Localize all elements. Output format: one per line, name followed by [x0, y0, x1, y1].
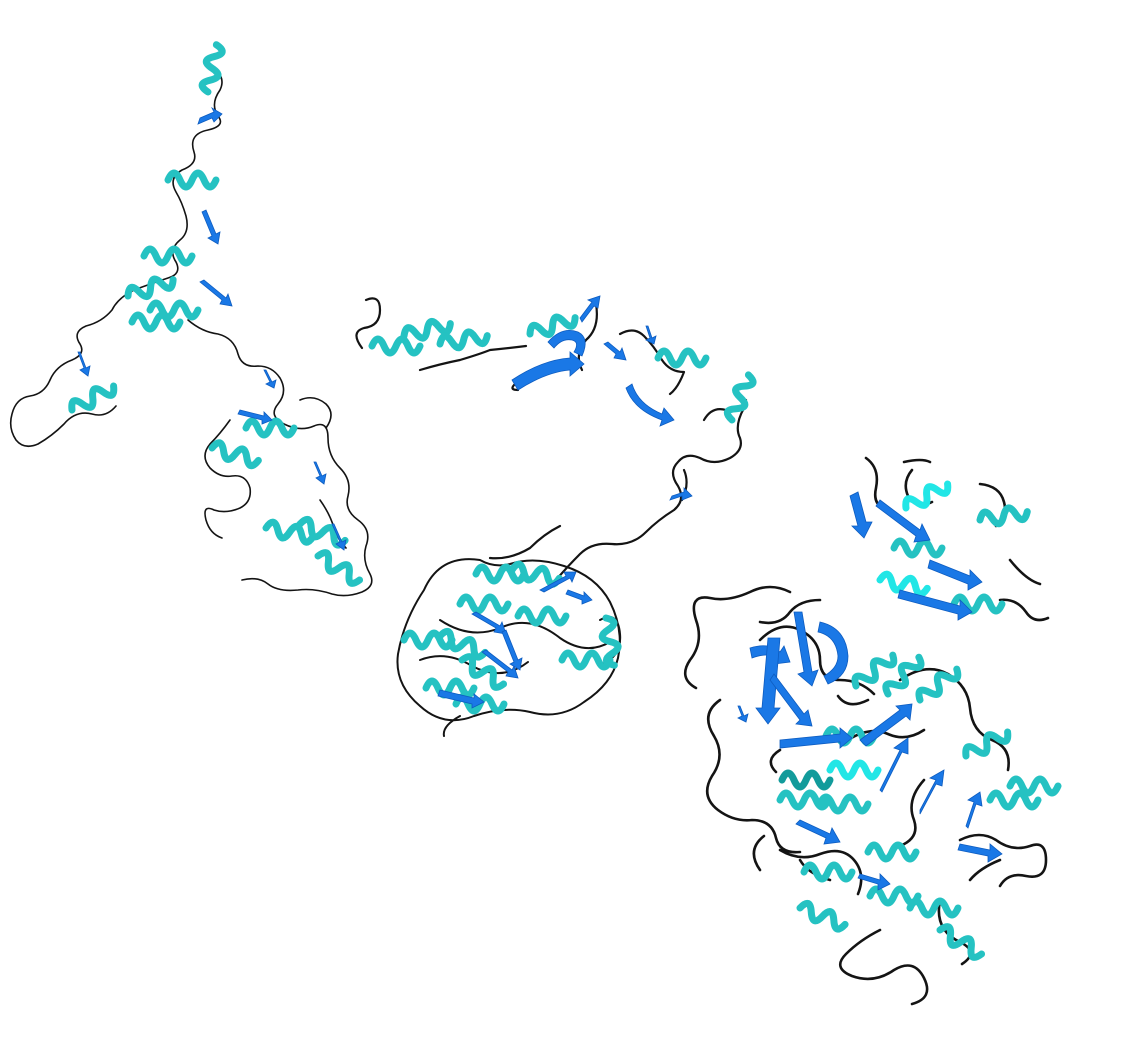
right-strands: [737, 491, 1003, 891]
right-compact-protein: [683, 456, 1058, 1006]
middle-strands: [437, 295, 693, 709]
middle-protein: [355, 295, 755, 737]
left-strands: [77, 106, 347, 551]
left-extended-protein: [9, 44, 373, 597]
